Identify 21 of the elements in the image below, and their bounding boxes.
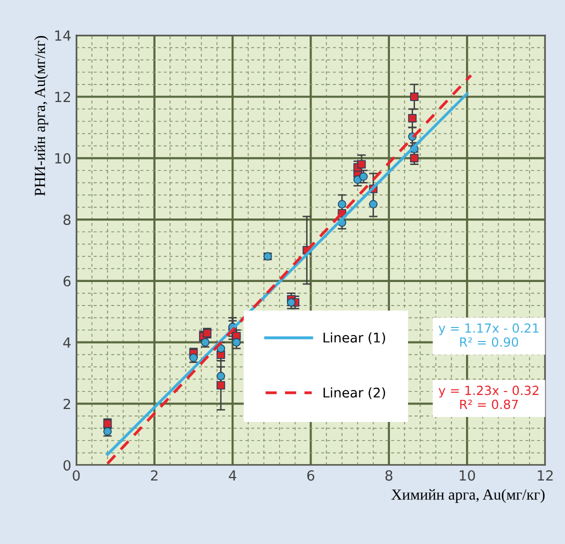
y-tick-label: 0	[63, 460, 70, 471]
x-tick-label: 2	[151, 470, 158, 481]
x-tick-label: 10	[460, 470, 475, 481]
y-tick-label: 4	[63, 337, 71, 348]
legend-label: Linear (2)	[324, 387, 386, 400]
x-tick-label: 6	[307, 470, 314, 481]
y-tick-label: 2	[64, 398, 70, 409]
y-tick-label: 14	[55, 30, 71, 41]
y-tick-label: 10	[55, 153, 70, 164]
x-axis-title: Химийн арга, Au(мг/кг)	[391, 488, 545, 503]
annotation: y = 1.17x - 0.21 R² = 0.90	[438, 323, 538, 347]
x-tick-label: 0	[72, 470, 80, 481]
x-tick-label: 12	[538, 470, 553, 481]
legend-label: Linear (1)	[324, 332, 386, 344]
y-tick-label: 8	[64, 214, 70, 226]
x-tick-label: 8	[385, 470, 392, 481]
y-axis-title: РНИ-ийн арга, Au(мг/кг)	[34, 36, 48, 196]
x-tick-label: 4	[228, 470, 236, 481]
y-tick-label: 6	[64, 276, 71, 286]
y-tick-label: 12	[55, 92, 70, 102]
annotation: y = 1.23x - 0.32 R² = 0.87	[438, 386, 538, 410]
